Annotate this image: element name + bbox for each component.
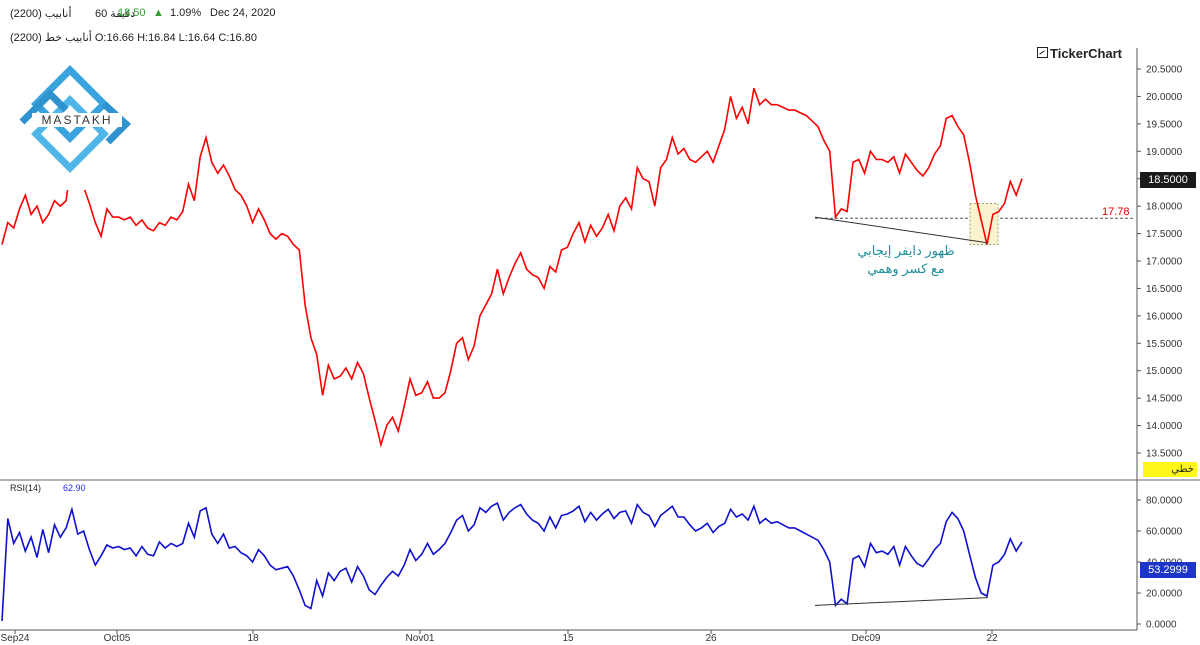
rsi-tick-label: 20.0000 <box>1146 589 1183 600</box>
rsi-tick-label: 60.0000 <box>1146 527 1183 538</box>
price-tick-label: 19.0000 <box>1146 147 1183 158</box>
x-tick-label: Dec09 <box>852 633 881 644</box>
last-price-badge: 18.5000 <box>1140 172 1196 188</box>
mastakh-logo: MASTAKH <box>8 52 146 190</box>
price-tick-label: 19.5000 <box>1146 119 1183 130</box>
x-tick-label: Oct05 <box>104 633 131 644</box>
price-series-line[interactable] <box>1 87 1023 448</box>
rsi-value-badge: 53.2999 <box>1140 562 1196 578</box>
x-tick-label: Nov01 <box>406 633 435 644</box>
price-tick-label: 17.5000 <box>1146 229 1183 240</box>
level-label[interactable]: 17.78 <box>1102 206 1130 218</box>
chart-header: (2200) أنابيب 60 دقيقة 18.50 ▲ 1.09% Dec… <box>0 0 1200 48</box>
rsi-tick-label: 0.0000 <box>1146 620 1177 631</box>
rsi-tick-label: 80.0000 <box>1146 496 1183 507</box>
price-tick-label: 16.0000 <box>1146 311 1183 322</box>
price-tick-label: 20.0000 <box>1146 92 1183 103</box>
price-tick-label: 14.5000 <box>1146 394 1183 405</box>
x-tick-label: Sep24 <box>1 633 30 644</box>
price-divergence-trendline[interactable] <box>814 216 989 244</box>
logo-text: MASTAKH <box>32 113 122 127</box>
brand-label: TickerChart <box>1050 46 1123 61</box>
line-type-badge[interactable]: خطي <box>1143 462 1197 477</box>
price-tick-label: 15.5000 <box>1146 339 1183 350</box>
tickerchart-logo-icon <box>1037 47 1048 58</box>
fake-break-highlight[interactable] <box>969 202 999 245</box>
price-tick-label: 20.5000 <box>1146 65 1183 76</box>
price-tick-label: 13.5000 <box>1146 449 1183 460</box>
change-percent: 1.09% <box>170 7 202 19</box>
price-tick-label: 14.0000 <box>1146 421 1183 432</box>
x-tick-label: 26 <box>705 633 717 644</box>
price-tick-label: 16.5000 <box>1146 284 1183 295</box>
last-date: Dec 24, 2020 <box>210 7 276 19</box>
symbol-name[interactable]: (2200) أنابيب <box>10 8 72 20</box>
x-tick-label: 15 <box>562 633 574 644</box>
up-arrow-icon: ▲ <box>153 7 164 19</box>
rsi-series-line[interactable] <box>1 501 1023 621</box>
price-tick-label: 18.0000 <box>1146 202 1183 213</box>
rsi-current-value: 62.90 <box>63 483 86 493</box>
divergence-annotation[interactable]: ظهور دايفر إيجابي مع كسر وهمي <box>842 242 970 278</box>
ohlc-readout: (2200) أنابيب خط O:16.66 H:16.84 L:16.64… <box>10 32 257 44</box>
x-tick-label: 18 <box>247 633 259 644</box>
price-tick-label: 17.0000 <box>1146 257 1183 268</box>
annotation-line-1: ظهور دايفر إيجابي <box>857 243 955 258</box>
rsi-title[interactable]: RSI(14) <box>10 483 42 493</box>
x-tick-label: 22 <box>986 633 998 644</box>
tickerchart-brand: TickerChart <box>1037 46 1122 61</box>
annotation-line-2: مع كسر وهمي <box>867 261 945 276</box>
rsi-divergence-trendline[interactable] <box>814 597 989 606</box>
price-tick-label: 15.0000 <box>1146 366 1183 377</box>
period-label[interactable]: 60 دقيقة <box>95 8 136 20</box>
last-price: 18.50 <box>118 7 146 19</box>
